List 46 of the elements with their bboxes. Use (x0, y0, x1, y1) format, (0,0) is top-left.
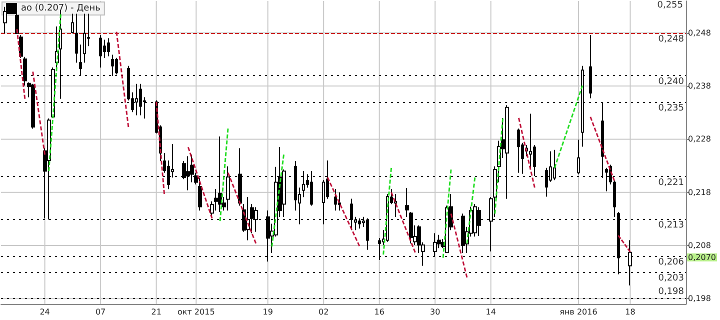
ref-line-label: 0,213 (658, 220, 684, 230)
candlestick (405, 188, 409, 218)
candlestick (23, 56, 27, 86)
x-tick-label: 16 (374, 308, 384, 316)
y-tick-label: 0,218 (688, 188, 711, 197)
candlestick (473, 204, 477, 237)
ref-line-label: 0,206 (658, 258, 684, 268)
y-tick-label: 0,238 (688, 82, 711, 91)
x-tick-label: 24 (40, 308, 50, 316)
annotation: 0,255 (657, 0, 683, 10)
text: 0,2070 (688, 252, 716, 262)
candlestick (517, 128, 520, 174)
candlestick (31, 83, 35, 130)
candlestick (99, 34, 102, 68)
ref-line-label: 0,248 (658, 34, 684, 44)
ref-line-label: 0,203 (658, 274, 684, 284)
y-tick-label: 0,208 (688, 241, 711, 250)
x-tick-label: 07 (95, 308, 106, 316)
y-tick-label: 0,248 (688, 28, 711, 38)
candlestick (338, 192, 341, 211)
ref-line-label: 0,221 (658, 178, 684, 188)
x-tick-label: янв 2016 (560, 308, 598, 316)
candlestick (19, 34, 23, 58)
candlestick (409, 212, 413, 244)
candlestick (75, 13, 78, 64)
candlestick (394, 193, 397, 218)
y-tick-label: 0,198 (688, 294, 711, 304)
candlestick (334, 188, 337, 211)
candlestick (461, 213, 465, 254)
x-tick-label: 19 (262, 308, 273, 316)
candlestick (139, 83, 142, 116)
x-tick-label: 30 (430, 308, 440, 316)
x-tick-label: 18 (625, 308, 636, 316)
y-tick-label: 0,228 (688, 134, 711, 144)
candlestick (589, 34, 592, 99)
ref-line-label: 0,198 (658, 287, 684, 298)
ref-line-label: 0,235 (658, 104, 684, 114)
x-tick-label: 21 (151, 308, 162, 316)
candlestick (613, 180, 616, 218)
x-tick-label: 02 (318, 308, 329, 316)
ref-line-label: 0,240 (658, 76, 684, 87)
x-tick-label: 14 (486, 308, 496, 316)
legend-label: ао (0.207) - День (21, 4, 100, 14)
candlestick (553, 149, 556, 181)
x-tick-label: окт 2015 (177, 308, 215, 316)
candlestick (107, 38, 110, 57)
